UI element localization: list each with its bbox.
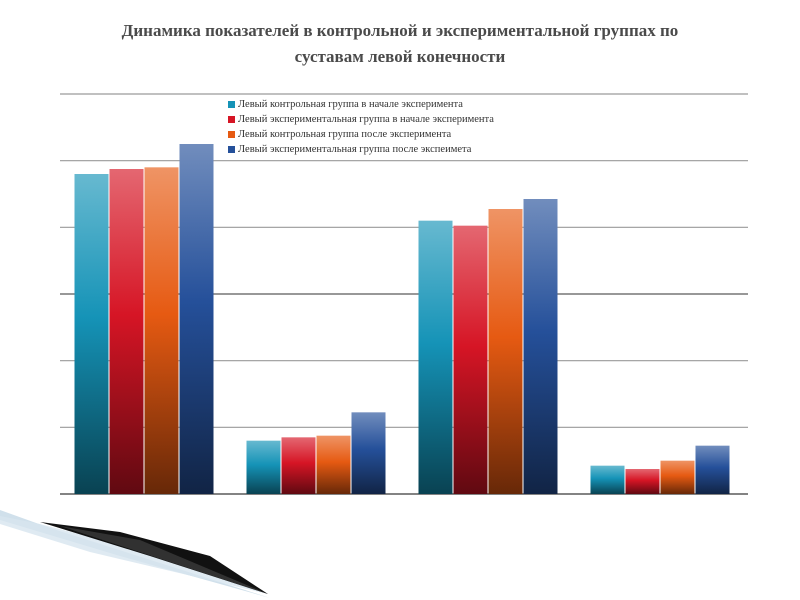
- page-title-line-2: суставам левой конечности: [294, 47, 506, 66]
- bar-series-3-group-2: [316, 435, 351, 494]
- legend-item-4: Левый экспериментальная группа после экс…: [228, 142, 494, 157]
- page-title-line-1: Динамика показателей в контрольной и экс…: [121, 21, 679, 40]
- bar-series-1-group-1: [74, 174, 109, 494]
- legend-item-1: Левый контрольная группа в начале экспер…: [228, 97, 494, 112]
- bar-series-4-group-4: [695, 445, 730, 494]
- bar-series-4-group-1: [179, 144, 214, 494]
- legend-label-1: Левый контрольная группа в начале экспер…: [238, 99, 463, 110]
- legend-label-2: Левый экспериментальная группа в начале …: [238, 114, 494, 125]
- legend-label-4: Левый экспериментальная группа после экс…: [238, 144, 472, 155]
- chart-legend: Левый контрольная группа в начале экспер…: [228, 97, 494, 157]
- bar-series-4-group-2: [351, 412, 386, 494]
- bar-series-2-group-1: [109, 169, 144, 494]
- bar-series-1-group-4: [590, 465, 625, 494]
- bar-series-1-group-2: [246, 440, 281, 494]
- bar-series-2-group-3: [453, 225, 488, 494]
- legend-swatch-2: [228, 116, 235, 123]
- bar-series-3-group-1: [144, 167, 179, 495]
- legend-item-3: Левый контрольная группа после экспериме…: [228, 127, 494, 142]
- bar-series-3-group-4: [660, 460, 695, 494]
- bar-series-1-group-3: [418, 220, 453, 494]
- legend-swatch-1: [228, 101, 235, 108]
- page-title: Динамика показателей в контрольной и экс…: [40, 18, 760, 70]
- legend-swatch-3: [228, 131, 235, 138]
- bars: [74, 144, 730, 495]
- bar-series-2-group-2: [281, 437, 316, 494]
- bar-series-4-group-3: [523, 199, 558, 494]
- legend-swatch-4: [228, 146, 235, 153]
- bar-series-2-group-4: [625, 469, 660, 494]
- legend-label-3: Левый контрольная группа после экспериме…: [238, 129, 452, 140]
- bar-series-3-group-3: [488, 209, 523, 494]
- legend-item-2: Левый экспериментальная группа в начале …: [228, 112, 494, 127]
